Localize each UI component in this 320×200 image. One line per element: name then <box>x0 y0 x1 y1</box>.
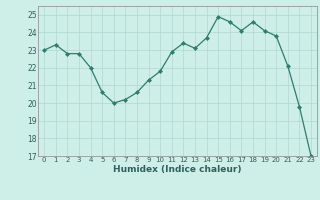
X-axis label: Humidex (Indice chaleur): Humidex (Indice chaleur) <box>113 165 242 174</box>
